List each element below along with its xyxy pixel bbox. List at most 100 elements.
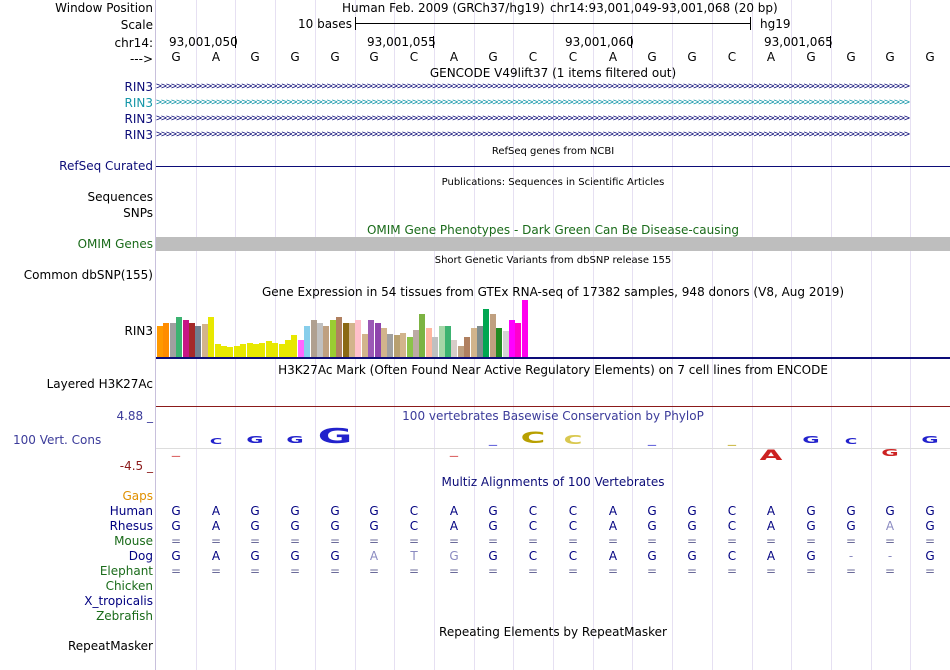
sequences-label[interactable]: Sequences — [87, 190, 153, 204]
gencode-item-label[interactable]: RIN3 — [124, 96, 154, 110]
gtex-bar — [189, 323, 195, 357]
publications-title[interactable]: Publications: Sequences in Scientific Ar… — [441, 177, 665, 188]
conservation-logo: C — [563, 433, 583, 447]
multiz-base: A — [608, 519, 618, 533]
refseq-title[interactable]: RefSeq genes from NCBI — [491, 146, 615, 157]
gtex-bar — [489, 314, 496, 357]
multiz-base: = — [686, 534, 698, 548]
dbsnp-label[interactable]: Common dbSNP(155) — [23, 268, 153, 282]
dbsnp-title[interactable]: Short Genetic Variants from dbSNP releas… — [434, 255, 672, 266]
multiz-base: = — [408, 564, 420, 578]
multiz-species-label[interactable]: X_tropicalis — [84, 594, 153, 608]
gencode-transcript[interactable]: >>>>>>>>>>>>>>>>>>>>>>>>>>>>>>>>>>>>>>>>… — [156, 113, 910, 124]
multiz-base: = — [686, 564, 698, 578]
multiz-species-label[interactable]: Rhesus — [109, 519, 153, 533]
multiz-base: = — [487, 564, 499, 578]
multiz-base: A — [211, 519, 221, 533]
gencode-item-label[interactable]: RIN3 — [124, 128, 154, 142]
gaps-label[interactable]: Gaps — [122, 489, 153, 503]
gtex-bar — [483, 309, 490, 357]
gencode-transcript[interactable]: >>>>>>>>>>>>>>>>>>>>>>>>>>>>>>>>>>>>>>>>… — [156, 97, 910, 108]
multiz-base: = — [765, 564, 777, 578]
coord-3: 93,001,060 — [565, 35, 634, 49]
grid-line — [831, 0, 832, 670]
multiz-base: G — [290, 504, 300, 518]
sequence-base: G — [250, 50, 260, 64]
multiz-species-label[interactable]: Human — [109, 504, 153, 518]
coord-4: 93,001,065 — [764, 35, 833, 49]
coord-1: 93,001,050 — [169, 35, 238, 49]
sequence-base: G — [687, 50, 697, 64]
gtex-title[interactable]: Gene Expression in 54 tissues from GTEx … — [261, 285, 845, 299]
gencode-item-label[interactable]: RIN3 — [124, 80, 154, 94]
gencode-item-label[interactable]: RIN3 — [124, 112, 154, 126]
phylop-title[interactable]: 100 vertebrates Basewise Conservation by… — [402, 409, 704, 423]
scale-bar-right-cap — [750, 17, 751, 30]
multiz-species-label[interactable]: Elephant — [99, 564, 153, 578]
multiz-base: G — [647, 519, 657, 533]
gtex-bar — [509, 320, 515, 357]
multiz-base: = — [368, 534, 380, 548]
window-position-label: Window Position — [55, 1, 153, 15]
gtex-bar — [457, 346, 464, 357]
multiz-species-label[interactable]: Zebrafish — [96, 609, 153, 623]
sequence-base: G — [290, 50, 300, 64]
conservation-logo: G — [317, 424, 353, 448]
gencode-transcript[interactable]: >>>>>>>>>>>>>>>>>>>>>>>>>>>>>>>>>>>>>>>>… — [156, 81, 910, 92]
multiz-base: G — [806, 549, 816, 563]
repeatmasker-label[interactable]: RepeatMasker — [67, 639, 153, 653]
grid-line — [235, 0, 236, 670]
multiz-base: C — [409, 519, 419, 533]
h3k27ac-label[interactable]: Layered H3K27Ac — [46, 377, 153, 391]
snps-label[interactable]: SNPs — [123, 206, 153, 220]
gtex-bar — [259, 343, 266, 357]
multiz-base: = — [448, 534, 460, 548]
gtex-gene-label[interactable]: RIN3 — [124, 324, 154, 338]
sequence-base: G — [806, 50, 816, 64]
multiz-base: = — [210, 534, 222, 548]
omim-label[interactable]: OMIM Genes — [77, 237, 153, 251]
gtex-bar — [393, 335, 400, 357]
repeatmasker-title[interactable]: Repeating Elements by RepeatMasker — [439, 625, 667, 639]
grid-line — [791, 0, 792, 670]
multiz-base: = — [487, 534, 499, 548]
multiz-base: A — [211, 504, 221, 518]
conservation-logo: G — [881, 448, 899, 459]
gtex-bar-chart[interactable] — [156, 300, 950, 357]
gtex-bar — [201, 324, 208, 357]
gtex-bar — [182, 320, 189, 357]
multiz-base: C — [568, 549, 578, 563]
multiz-base: G — [330, 519, 340, 533]
multiz-base: = — [408, 534, 420, 548]
gtex-bar — [470, 328, 477, 357]
multiz-species-label[interactable]: Chicken — [105, 579, 153, 593]
multiz-species-label[interactable]: Mouse — [114, 534, 153, 548]
multiz-base: G — [488, 549, 498, 563]
conservation-logo: _ — [171, 448, 181, 457]
multiz-base: = — [924, 564, 936, 578]
h3k27ac-title[interactable]: H3K27Ac Mark (Often Found Near Active Re… — [278, 363, 828, 377]
multiz-base: G — [647, 549, 657, 563]
gtex-bar — [496, 328, 503, 357]
multiz-base: = — [726, 564, 738, 578]
multiz-base: C — [528, 549, 538, 563]
multiz-title[interactable]: Multiz Alignments of 100 Vertebrates — [441, 475, 665, 489]
cons-track-label[interactable]: 100 Vert. Cons — [13, 433, 102, 447]
multiz-species-label[interactable]: Dog — [128, 549, 153, 563]
gencode-title[interactable]: GENCODE V49lift37 (1 items filtered out) — [429, 66, 677, 80]
sequence-base: C — [727, 50, 737, 64]
conservation-logo: C — [209, 437, 223, 446]
refseq-label[interactable]: RefSeq Curated — [59, 159, 153, 173]
omim-title[interactable]: OMIM Gene Phenotypes - Dark Green Can Be… — [366, 223, 740, 237]
gencode-transcript[interactable]: >>>>>>>>>>>>>>>>>>>>>>>>>>>>>>>>>>>>>>>>… — [156, 129, 910, 140]
gtex-bar — [521, 300, 528, 357]
multiz-base: = — [805, 564, 817, 578]
scale-label: Scale — [120, 18, 153, 32]
omim-gene-bar[interactable] — [156, 237, 950, 251]
conservation-logo: _ — [449, 448, 459, 457]
multiz-base: A — [608, 549, 618, 563]
multiz-base: G — [488, 504, 498, 518]
multiz-base: C — [727, 519, 737, 533]
gtex-bar — [329, 320, 336, 357]
refseq-gene-line[interactable] — [156, 166, 950, 167]
